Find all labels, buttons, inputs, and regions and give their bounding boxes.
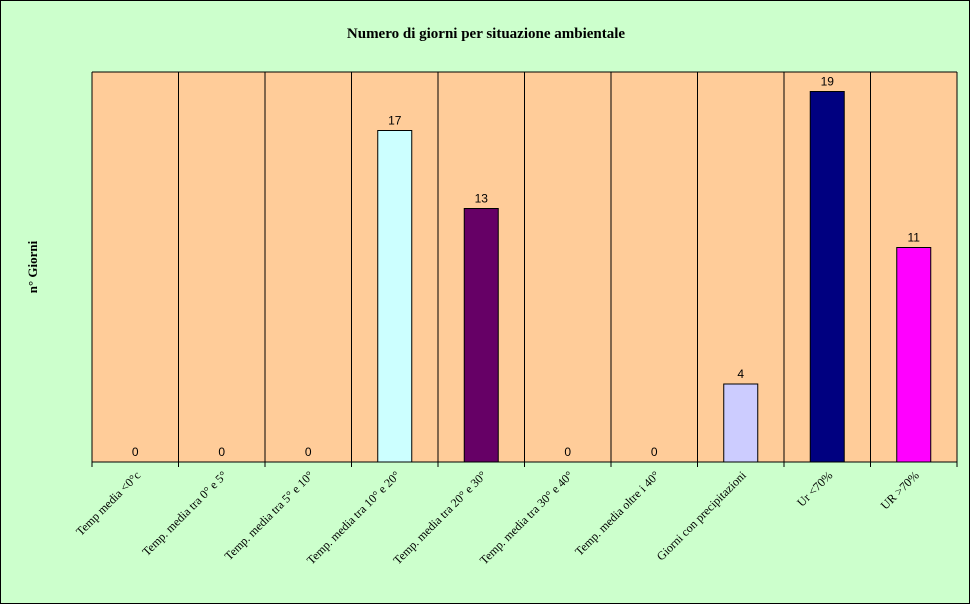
x-axis-ticks [91,462,958,467]
bar [463,208,499,463]
x-tick-label: Temp. media tra 5° e 10° [222,468,317,563]
data-label: 0 [651,445,658,459]
bar [723,383,759,463]
data-label: 17 [388,114,402,128]
value-labels: 0 0 0 17 13 0 0 4 19 11 [132,75,920,460]
x-tick-label: Giorni con precipitazioni [654,468,750,564]
x-tick-label: Ur <70% [794,468,835,509]
data-label: 13 [475,192,489,206]
bar [377,130,413,463]
x-tick-label: Temp. media tra 30° e 40° [477,468,576,567]
data-label: 4 [737,367,744,381]
chart-title: Numero di giorni per situazione ambienta… [347,26,626,42]
x-tick-label: UR >70% [878,468,922,512]
data-label: 0 [564,445,571,459]
data-label: 19 [821,75,835,89]
bars [377,91,932,463]
x-tick-label: Temp. media tra 20° e 30° [390,468,489,567]
bar [809,91,845,463]
y-axis-label: n° Giorni [25,240,40,293]
data-label: 11 [908,231,921,245]
data-label: 0 [218,445,225,459]
category-separators [91,71,958,462]
bar [896,247,932,463]
data-label: 0 [132,445,139,459]
data-label: 0 [305,445,312,459]
x-tick-label: Temp. media tra 0° e 5° [139,468,230,559]
x-tick-label: Temp. media tra 10° e 20° [304,468,403,567]
x-tick-label: Temp media <0°c [73,468,143,538]
x-tick-label: Temp. media oltre i 40° [572,468,662,558]
